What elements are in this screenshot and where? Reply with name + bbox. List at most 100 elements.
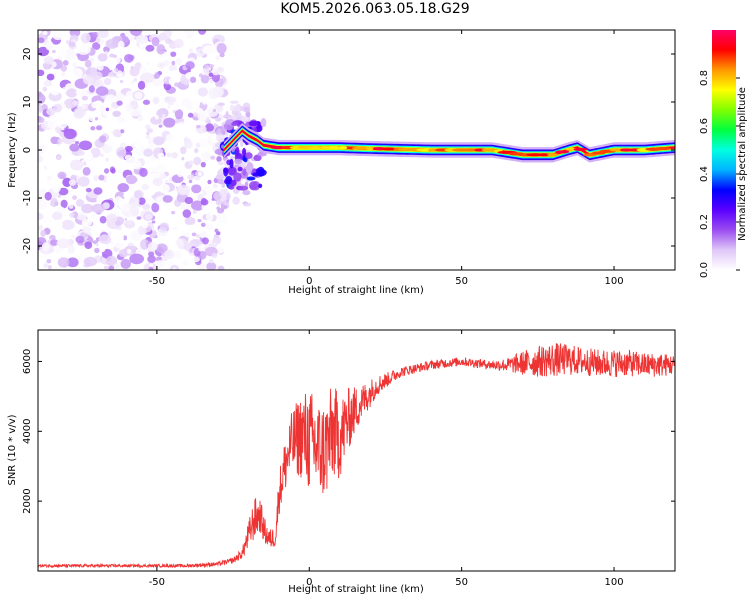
transition-blob	[223, 167, 229, 177]
noise-blob	[88, 115, 96, 122]
noise-blob	[242, 190, 251, 196]
noise-blob	[148, 251, 155, 257]
noise-blob	[147, 128, 154, 133]
noise-blob	[94, 100, 103, 108]
noise-blob	[124, 154, 133, 161]
noise-blob	[53, 266, 61, 270]
noise-blob	[130, 80, 135, 85]
noise-blob	[81, 203, 94, 214]
noise-blob	[51, 211, 63, 221]
noise-blob	[195, 233, 200, 238]
noise-blob	[49, 234, 56, 241]
noise-blob	[116, 146, 127, 158]
noise-blob	[194, 148, 199, 154]
transition-blob	[260, 117, 267, 128]
noise-blob	[124, 145, 133, 152]
noise-blob	[75, 199, 85, 207]
noise-blob	[112, 129, 121, 138]
colorbar-tick-label: 0.6	[699, 118, 710, 134]
noise-blob	[147, 255, 156, 263]
noise-blob	[205, 223, 213, 231]
colorbar-tick-label: 0.0	[699, 262, 710, 278]
noise-blob	[210, 135, 218, 143]
noise-blob	[155, 259, 165, 268]
y-tick-label: 2000	[22, 488, 33, 513]
noise-blob	[188, 224, 193, 229]
noise-blob	[152, 78, 163, 87]
transition-blob	[248, 120, 259, 127]
noise-blob	[125, 100, 131, 105]
noise-blob	[129, 67, 140, 77]
noise-blob	[113, 92, 126, 102]
noise-blob	[203, 185, 212, 193]
noise-blob	[175, 44, 180, 48]
noise-blob	[191, 184, 202, 194]
noise-blob	[189, 248, 193, 253]
noise-blob	[159, 200, 164, 206]
noise-blob	[197, 87, 209, 97]
noise-blob	[189, 76, 197, 84]
noise-blob	[62, 86, 68, 92]
noise-blob	[216, 133, 225, 142]
noise-blob	[95, 86, 109, 96]
noise-blob	[110, 168, 116, 174]
x-tick-label: -50	[149, 577, 165, 588]
noise-blob	[118, 175, 124, 182]
noise-blob	[240, 116, 249, 122]
noise-blob	[94, 116, 99, 121]
noise-blob	[188, 179, 193, 184]
transition-blob	[247, 164, 252, 175]
noise-blob	[208, 199, 213, 204]
noise-blob	[144, 213, 153, 220]
noise-blob	[199, 231, 207, 237]
noise-blob	[176, 169, 184, 178]
figure-title: KOM5.2026.063.05.18.G29	[280, 1, 470, 17]
noise-blob	[92, 221, 99, 229]
noise-blob	[154, 114, 159, 120]
noise-blob	[60, 126, 65, 131]
noise-blob	[102, 227, 111, 233]
signal-core-segment	[619, 148, 633, 152]
noise-blob	[172, 101, 180, 111]
noise-blob	[163, 217, 171, 223]
noise-blob	[95, 37, 101, 43]
bottom-y-axis-label: SNR (10 * v/v)	[7, 414, 18, 485]
noise-blob	[44, 191, 52, 201]
noise-blob	[66, 88, 78, 98]
noise-blob	[162, 113, 166, 118]
noise-blob	[200, 222, 206, 228]
noise-blob	[95, 125, 103, 131]
signal-core-segment	[547, 153, 560, 157]
noise-blob	[146, 113, 152, 119]
x-tick-label: 50	[455, 577, 468, 588]
colorbar-tick-label: 0.8	[699, 70, 710, 86]
noise-blob	[220, 222, 227, 229]
noise-blob	[78, 258, 83, 262]
noise-blob	[138, 45, 144, 51]
noise-blob	[238, 112, 242, 116]
noise-blob	[58, 47, 68, 58]
noise-blob	[211, 68, 221, 76]
noise-blob	[214, 148, 223, 155]
noise-blob	[125, 175, 138, 185]
x-tick-label: 0	[306, 276, 312, 287]
noise-blob	[178, 214, 182, 218]
noise-blob	[189, 37, 195, 42]
noise-blob	[57, 138, 63, 145]
noise-blob	[145, 135, 151, 139]
noise-blob	[152, 177, 163, 187]
noise-blob	[38, 224, 44, 231]
noise-blob	[42, 30, 48, 36]
noise-blob	[38, 155, 42, 160]
noise-blob	[81, 104, 87, 110]
noise-blob	[209, 64, 215, 68]
noise-blob	[122, 235, 128, 241]
noise-blob	[122, 36, 129, 44]
noise-blob	[137, 225, 147, 236]
noise-blob	[57, 171, 67, 180]
noise-blob	[114, 242, 124, 249]
noise-blob	[181, 32, 187, 39]
noise-blob	[216, 155, 222, 162]
transition-blob	[237, 166, 243, 172]
noise-blob	[219, 188, 227, 198]
